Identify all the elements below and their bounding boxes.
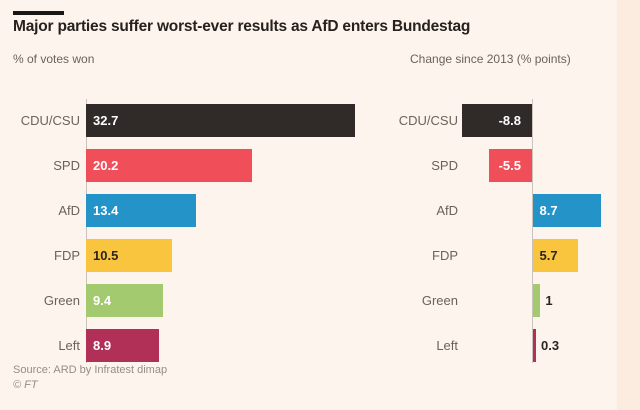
category-label: Green	[421, 293, 458, 308]
bar	[532, 284, 541, 317]
category-label: Left	[436, 338, 458, 353]
bar	[488, 149, 532, 182]
source-note: Source: ARD by Infratest dimap	[13, 364, 168, 376]
zero-axis-line	[532, 99, 533, 363]
value-label: 5.7	[539, 248, 558, 263]
category-label: SPD	[53, 158, 80, 173]
category-label: Left	[58, 338, 80, 353]
category-label: FDP	[54, 248, 80, 263]
value-label: -5.5	[498, 158, 521, 173]
left-chart-subtitle: % of votes won	[13, 52, 95, 66]
value-label: -8.8	[498, 113, 521, 128]
value-label: 0.3	[541, 338, 560, 353]
bar	[86, 239, 173, 272]
right-chart-subtitle: Change since 2013 (% points)	[410, 52, 571, 66]
title-accent-bar	[13, 11, 64, 15]
value-label: 8.9	[93, 338, 112, 353]
zero-axis-line	[85, 99, 87, 363]
category-label: AfD	[436, 203, 458, 218]
bar	[86, 329, 160, 362]
chart-title: Major parties suffer worst-ever results …	[13, 18, 471, 35]
bar	[86, 284, 164, 317]
bar	[86, 149, 253, 182]
bar	[86, 104, 355, 137]
bar	[532, 329, 536, 362]
value-label: 1	[545, 293, 553, 308]
value-label: 8.7	[539, 203, 558, 218]
ft-copyright: © FT	[13, 379, 38, 391]
category-label: SPD	[431, 158, 458, 173]
value-label: 32.7	[93, 113, 119, 128]
votes-won-chart: CDU/CSU 32.7 SPD 20.2 AfD 13.4 FDP 10.5 Green 9.4…	[0, 95, 380, 367]
value-label: 9.4	[93, 293, 112, 308]
value-label: 13.4	[93, 203, 119, 218]
chart-panel: Major parties suffer worst-ever results …	[0, 0, 617, 410]
bar	[532, 194, 602, 227]
category-label: Green	[43, 293, 80, 308]
bar	[532, 239, 578, 272]
value-label: 20.2	[93, 158, 119, 173]
category-label: CDU/CSU	[20, 113, 80, 128]
charts-area: CDU/CSU 32.7 SPD 20.2 AfD 13.4 FDP 10.5 Green 9.4…	[0, 95, 617, 367]
category-label: FDP	[432, 248, 458, 263]
change-since-2013-chart: CDU/CSU -8.8 SPD -5.5 AfD 8.7 FDP 5.7 Green 1 Left…	[380, 95, 617, 367]
category-label: AfD	[58, 203, 80, 218]
bar	[462, 104, 532, 137]
bar	[86, 194, 197, 227]
value-label: 10.5	[93, 248, 119, 263]
category-label: CDU/CSU	[398, 113, 458, 128]
